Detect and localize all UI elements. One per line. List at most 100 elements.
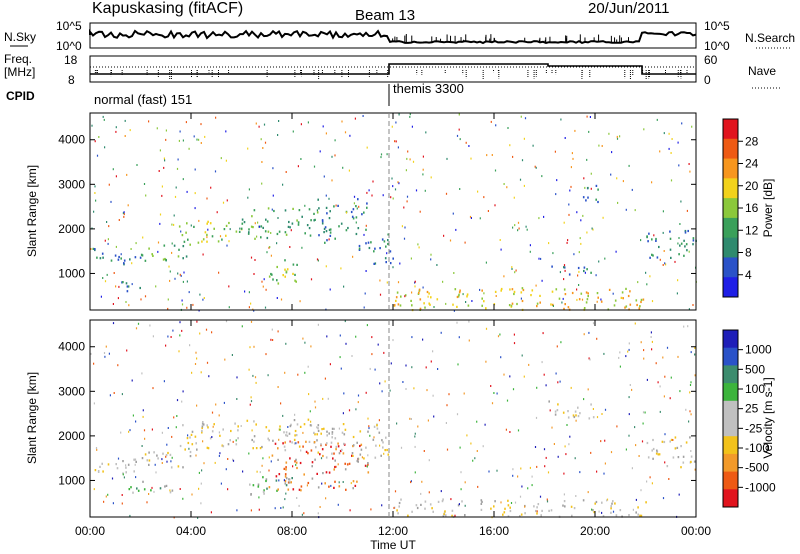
speckle-cell: [378, 419, 380, 422]
speckle-cell: [368, 427, 370, 430]
scatter-cell: [121, 281, 123, 284]
scatter-cell: [625, 287, 627, 290]
speckle-cell: [414, 285, 416, 288]
scatter-cell: [294, 273, 296, 276]
speckle-cell: [367, 454, 369, 457]
scatter-cell: [209, 222, 212, 225]
speckle-cell: [672, 439, 674, 441]
scatter-cell: [148, 463, 150, 466]
speckle-cell: [468, 320, 470, 323]
colorbar-segment: [723, 237, 738, 258]
speckle-cell: [612, 292, 614, 295]
speckle-cell: [350, 482, 352, 485]
scatter-cell: [318, 207, 320, 210]
speckle-cell: [392, 185, 394, 188]
scatter-cell: [385, 436, 387, 439]
scatter-cell: [159, 487, 162, 490]
scatter-cell: [296, 466, 298, 470]
scatter-cell: [222, 428, 224, 431]
speckle-cell: [113, 272, 115, 274]
scatter-cell: [536, 512, 538, 515]
speckle-cell: [509, 431, 511, 433]
speckle-cell: [579, 237, 581, 240]
speckle-cell: [642, 422, 644, 425]
scatter-cell: [313, 212, 315, 215]
speckle-cell: [651, 181, 653, 184]
scatter-cell: [213, 227, 215, 230]
scatter-cell: [585, 199, 587, 202]
scatter-cell: [360, 443, 363, 446]
scatter-cell: [275, 479, 278, 482]
speckle-cell: [366, 324, 368, 327]
scatter-cell: [322, 472, 324, 475]
speckle-cell: [577, 274, 579, 277]
scatter-cell: [386, 448, 388, 452]
scatter-cell: [580, 292, 583, 295]
speckle-cell: [161, 185, 163, 188]
speckle-cell: [422, 168, 424, 171]
cpid-mode-1: normal (fast) 151: [94, 92, 192, 107]
scatter-cell: [457, 504, 460, 507]
speckle-cell: [224, 358, 226, 361]
ytick-label: 2000: [58, 429, 85, 443]
speckle-cell: [170, 336, 172, 338]
speckle-cell: [335, 204, 337, 207]
speckle-cell: [144, 437, 146, 440]
scatter-cell: [382, 441, 384, 444]
scatter-cell: [480, 499, 483, 502]
scatter-cell: [564, 293, 567, 296]
speckle-cell: [503, 373, 505, 376]
speckle-cell: [200, 142, 202, 144]
speckle-cell: [689, 410, 691, 413]
noise-left-tick-top: 10^5: [56, 19, 82, 33]
speckle-cell: [536, 386, 538, 389]
scatter-cell: [341, 431, 344, 434]
scatter-cell: [507, 515, 510, 518]
speckle-cell: [688, 420, 690, 423]
scatter-cell: [429, 303, 431, 306]
speckle-cell: [419, 210, 421, 213]
speckle-cell: [152, 387, 154, 390]
speckle-cell: [557, 381, 559, 384]
scatter-cell: [126, 285, 129, 288]
scatter-cell: [562, 504, 564, 507]
speckle-cell: [194, 363, 197, 365]
speckle-cell: [568, 213, 570, 216]
scatter-cell: [284, 231, 287, 234]
scatter-cell: [271, 273, 273, 276]
speckle-cell: [307, 365, 309, 368]
speckle-cell: [261, 464, 263, 467]
scatter-cell: [428, 292, 430, 295]
speckle-cell: [247, 196, 249, 199]
speckle-cell: [262, 457, 264, 460]
scatter-cell: [298, 445, 301, 448]
speckle-cell: [490, 120, 492, 123]
scatter-cell: [679, 244, 681, 247]
scatter-cell: [223, 228, 226, 231]
speckle-cell: [295, 442, 297, 445]
speckle-cell: [562, 297, 564, 300]
speckle-cell: [521, 485, 523, 488]
speckle-cell: [341, 120, 343, 123]
speckle-cell: [262, 285, 264, 288]
scatter-cell: [385, 245, 387, 248]
speckle-cell: [407, 150, 409, 153]
scatter-cell: [204, 231, 207, 234]
speckle-cell: [411, 291, 413, 294]
scatter-cell: [148, 459, 151, 462]
speckle-cell: [363, 306, 365, 309]
speckle-cell: [380, 156, 382, 159]
scatter-cell: [201, 429, 203, 433]
speckle-cell: [631, 388, 633, 391]
speckle-cell: [135, 420, 137, 423]
scatter-cell: [374, 247, 376, 250]
scatter-cell: [419, 307, 422, 310]
scatter-cell: [365, 446, 367, 449]
speckle-cell: [201, 469, 203, 472]
scatter-cell: [268, 275, 271, 278]
scatter-cell: [676, 446, 679, 449]
speckle-cell: [412, 160, 415, 163]
scatter-cell: [629, 290, 631, 293]
speckle-cell: [634, 322, 636, 325]
scatter-cell: [299, 461, 302, 465]
